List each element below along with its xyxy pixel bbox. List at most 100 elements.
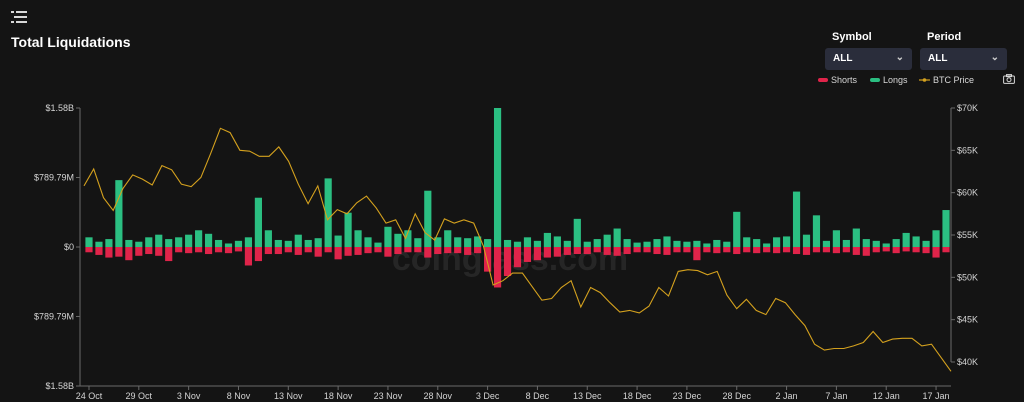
long-bar	[254, 197, 262, 247]
x-tick-label: 8 Nov	[227, 391, 251, 401]
short-bar	[723, 247, 731, 253]
short-bar	[852, 247, 860, 255]
short-bar	[533, 247, 542, 261]
legend-btc-price[interactable]: BTC Price	[919, 74, 974, 86]
short-bar	[703, 247, 711, 253]
camera-icon[interactable]	[1003, 74, 1015, 84]
short-bar	[344, 247, 352, 256]
x-tick-label: 28 Nov	[424, 391, 453, 401]
short-bar	[204, 247, 213, 255]
long-bar	[663, 236, 671, 247]
x-tick-label: 23 Dec	[673, 391, 702, 401]
x-tick-label: 18 Nov	[324, 391, 353, 401]
short-bar	[573, 247, 581, 255]
left-tick-label: $0	[64, 242, 74, 252]
short-bar	[244, 247, 253, 266]
long-bar	[324, 178, 332, 247]
short-bar	[523, 247, 532, 262]
long-bar	[643, 241, 651, 247]
left-tick-label: $1.58B	[45, 103, 74, 113]
long-bar	[354, 230, 362, 247]
short-bar	[912, 247, 920, 253]
x-tick-label: 3 Nov	[177, 391, 201, 401]
short-bar	[444, 247, 452, 254]
long-bar	[344, 212, 352, 247]
short-bar	[324, 247, 332, 253]
long-bar	[613, 228, 621, 247]
symbol-label: Symbol	[832, 31, 872, 43]
list-menu-icon[interactable]	[11, 10, 27, 24]
long-bar	[145, 237, 153, 247]
short-bar	[693, 247, 701, 261]
legend-label-shorts: Shorts	[831, 74, 858, 85]
long-bar	[294, 234, 302, 247]
long-bar	[314, 238, 322, 247]
long-bar	[763, 243, 771, 247]
x-tick-label: 23 Nov	[374, 391, 403, 401]
legend-swatch-shorts	[818, 77, 828, 82]
legend-swatch-longs	[870, 77, 880, 82]
legend-longs[interactable]: Longs	[870, 74, 908, 86]
long-bar	[922, 240, 930, 247]
long-bar	[713, 239, 721, 247]
long-bar	[503, 239, 512, 247]
short-bar	[563, 247, 571, 255]
short-bar	[354, 247, 362, 255]
long-bar	[852, 228, 860, 247]
short-bar	[234, 247, 243, 252]
legend-label-btc-price: BTC Price	[933, 74, 975, 85]
short-bar	[404, 247, 412, 253]
long-bar	[135, 241, 143, 247]
long-bar	[444, 230, 452, 247]
long-bar	[733, 211, 741, 247]
short-bar	[773, 247, 781, 254]
long-bar	[484, 239, 492, 247]
short-bar	[902, 247, 910, 252]
long-bar	[573, 218, 581, 247]
short-bar	[653, 247, 661, 255]
x-tick-label: 18 Dec	[623, 391, 652, 401]
period-value: ALL	[928, 53, 948, 64]
short-bar	[842, 247, 850, 253]
short-bar	[753, 247, 761, 254]
long-bar	[155, 234, 163, 247]
short-bar	[782, 247, 791, 253]
right-tick-label: $55K	[957, 230, 978, 240]
long-bar	[723, 241, 731, 247]
period-label: Period	[927, 31, 962, 43]
short-bar	[643, 247, 651, 253]
short-bar	[673, 247, 681, 253]
long-bar	[703, 243, 711, 247]
short-bar	[792, 247, 801, 255]
long-bar	[274, 239, 282, 247]
legend-shorts[interactable]: Shorts	[818, 74, 857, 86]
short-bar	[175, 247, 183, 253]
chevron-down-icon: ⌄	[990, 52, 999, 63]
long-bar	[175, 237, 183, 247]
long-bar	[394, 233, 402, 247]
short-bar	[364, 247, 372, 254]
short-bar	[922, 247, 930, 254]
long-bar	[603, 234, 611, 247]
symbol-select[interactable]: ALL ⌄	[825, 48, 912, 70]
short-bar	[214, 247, 223, 253]
short-bar	[603, 247, 611, 255]
long-bar	[204, 233, 213, 247]
period-select[interactable]: ALL ⌄	[920, 48, 1007, 70]
short-bar	[95, 247, 103, 255]
short-bar	[743, 247, 751, 253]
short-bar	[862, 247, 870, 256]
short-bar	[125, 247, 133, 261]
short-bar	[135, 247, 143, 256]
long-bar	[623, 239, 631, 247]
short-bar	[145, 247, 153, 255]
long-bar	[414, 238, 422, 247]
long-bar	[792, 191, 801, 247]
long-bar	[802, 234, 811, 247]
short-bar	[115, 247, 123, 257]
short-bar	[613, 247, 621, 256]
long-bar	[673, 240, 681, 247]
long-bar	[773, 237, 781, 247]
short-bar	[683, 247, 691, 253]
